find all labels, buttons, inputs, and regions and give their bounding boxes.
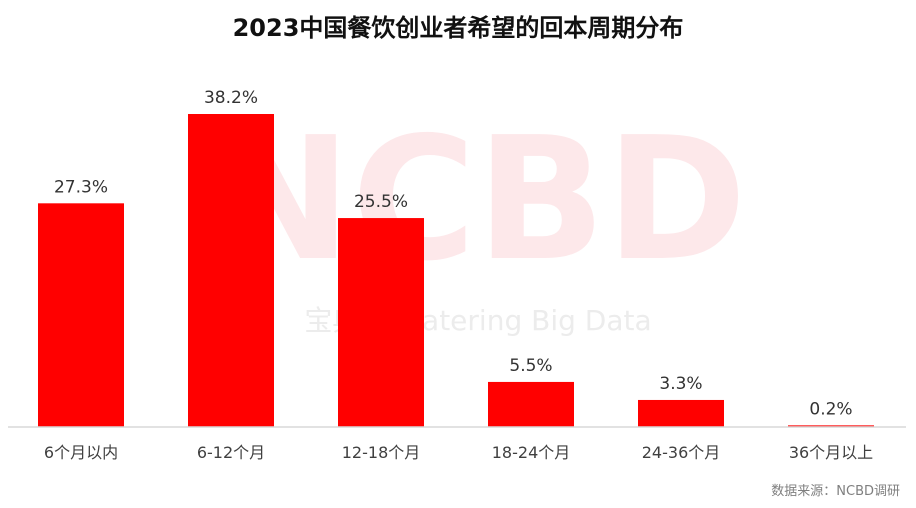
- value-label-5: 3.3%: [659, 374, 702, 394]
- bar-1: [38, 203, 124, 427]
- category-label-1: 6个月以内: [44, 443, 118, 462]
- bar-2: [188, 114, 274, 427]
- category-label-6: 36个月以上: [789, 443, 873, 462]
- value-label-3: 25.5%: [354, 192, 408, 212]
- watermark-letters: NCBD: [209, 101, 747, 299]
- bar-6: [788, 425, 874, 427]
- value-label-6: 0.2%: [809, 399, 852, 419]
- source-note: 数据来源：NCBD调研: [771, 484, 900, 499]
- value-label-4: 5.5%: [509, 356, 552, 376]
- category-label-3: 12-18个月: [342, 443, 421, 462]
- value-label-1: 27.3%: [54, 177, 108, 197]
- bar-3: [338, 218, 424, 427]
- bar-4: [488, 381, 574, 427]
- category-label-2: 6-12个月: [197, 443, 265, 462]
- category-label-5: 24-36个月: [642, 443, 721, 462]
- value-label-2: 38.2%: [204, 88, 258, 108]
- bars-layer: [38, 114, 874, 427]
- watermark: NCBD 宝典 ly Catering Big Data: [209, 101, 747, 337]
- category-label-4: 18-24个月: [492, 443, 571, 462]
- labels-layer: 27.3% 6个月以内 38.2% 6-12个月 25.5% 12-18个月 5.5% 18-…: [44, 88, 873, 462]
- bar-5: [638, 399, 724, 427]
- chart-title: 2023中国餐饮创业者希望的回本周期分布: [232, 14, 684, 42]
